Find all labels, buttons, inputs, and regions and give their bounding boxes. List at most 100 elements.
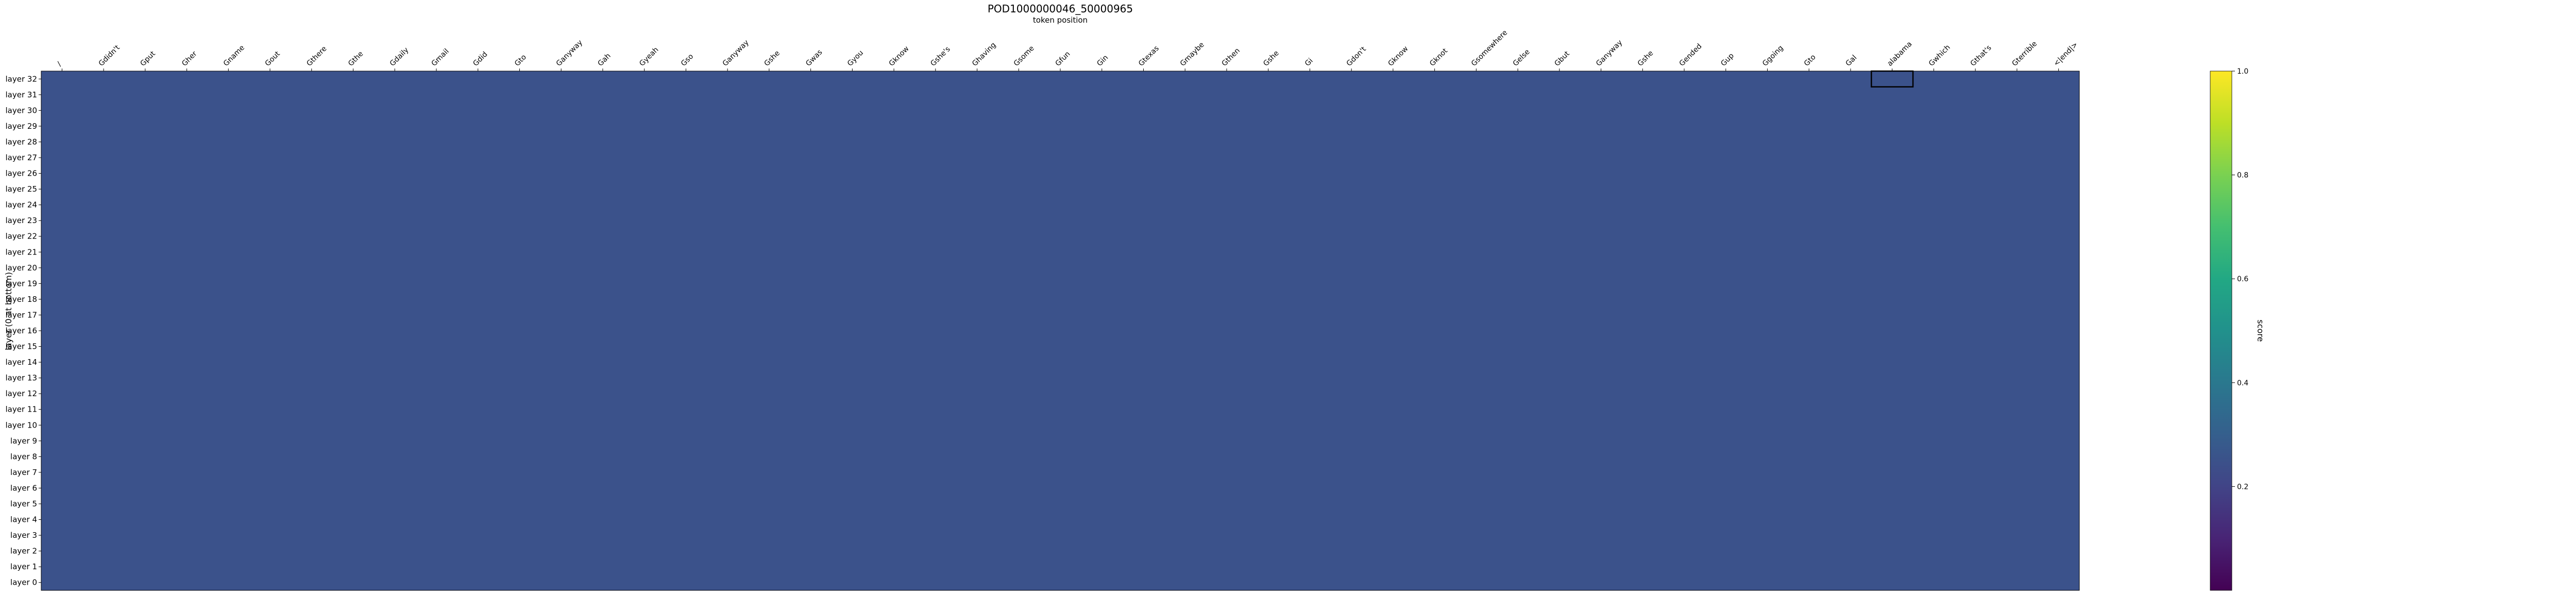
x-tick-label: Gshe — [762, 49, 782, 68]
y-tick-label: layer 2 — [10, 547, 37, 556]
x-tick-label: Gi — [1303, 57, 1315, 68]
x-tick-label: Gah — [596, 52, 612, 67]
y-tick-label: layer 22 — [6, 232, 38, 241]
y-tick-label: layer 0 — [10, 578, 37, 587]
y-tick-label: layer 15 — [6, 342, 38, 351]
y-axis-label: layer (0 at bottom) — [4, 272, 13, 350]
x-tick-label: Ghaving — [971, 41, 998, 68]
x-tick-label: Gso — [680, 53, 695, 68]
y-tick-label: layer 12 — [6, 389, 38, 398]
x-tick-label: Gthat's — [1969, 44, 1993, 68]
x-tick-label: Gyeah — [638, 46, 660, 68]
y-tick-label: layer 9 — [10, 436, 37, 446]
plot-frame — [41, 71, 2080, 591]
colorbar-tick-label: 1.0 — [2237, 67, 2248, 76]
x-tick-label: Gknow — [1386, 45, 1410, 68]
y-tick-label: layer 13 — [6, 373, 38, 383]
x-tick-label: Gher — [180, 49, 199, 68]
y-tick-label: layer 1 — [10, 562, 37, 571]
x-tick-label: Gbut — [1553, 49, 1571, 68]
x-tick-label: alabama — [1886, 40, 1913, 68]
x-tick-label: Gthere — [305, 45, 328, 68]
x-tick-label: Gal — [1844, 54, 1858, 68]
colorbar-ticks: 0.2 0.4 0.6 0.8 1.0 — [2232, 67, 2248, 491]
y-tick-label: layer 3 — [10, 531, 37, 540]
y-tick-label: layer 11 — [6, 405, 38, 414]
y-tick-label: layer 23 — [6, 216, 38, 225]
y-tick-label: layer 16 — [6, 326, 38, 335]
x-tick-label: Gmaybe — [1179, 41, 1206, 68]
y-tick-label: layer 6 — [10, 483, 37, 492]
x-tick-label: Ggoing — [1761, 44, 1785, 68]
y-tick-label: layer 24 — [6, 200, 38, 210]
heatmap-cells — [41, 70, 2080, 591]
colorbar-label: score — [2256, 320, 2265, 342]
x-tick-label: Gyou — [846, 49, 865, 68]
x-tick-label: Gknot — [1428, 47, 1449, 68]
y-tick-label: layer 31 — [6, 90, 38, 99]
x-tick-label: Gout — [264, 49, 282, 68]
y-tick-label: layer 19 — [6, 279, 38, 288]
x-tick-label: Gshe — [1636, 49, 1655, 68]
x-tick-label: Gto — [513, 53, 528, 68]
y-tick-label: layer 5 — [10, 499, 37, 508]
x-tick-label: Gdid — [471, 50, 489, 68]
x-tick-label: Gdon't — [1345, 45, 1368, 68]
x-tick-label: Gwhich — [1927, 43, 1952, 68]
x-tick-label: Gdidn't — [97, 43, 122, 68]
y-tick-label: layer 10 — [6, 420, 38, 430]
colorbar-gradient — [2210, 71, 2232, 591]
y-tick-label: layer 27 — [6, 153, 38, 162]
x-tick-label: Gwas — [804, 48, 824, 68]
y-tick-label: layer 17 — [6, 310, 38, 319]
y-tick-label: layer 26 — [6, 169, 38, 178]
colorbar-tick-label: 0.2 — [2237, 483, 2248, 491]
x-tick-label: Gknow — [888, 45, 911, 68]
x-tick-label: Gup — [1719, 52, 1736, 68]
colorbar: 0.2 0.4 0.6 0.8 1.0 score — [2210, 67, 2265, 591]
heatmap-background — [41, 71, 2079, 590]
x-tick-label: Gto — [1803, 53, 1818, 68]
x-tick-label: / — [56, 60, 63, 68]
x-tick-label: Gshe — [1262, 49, 1281, 68]
x-tick-label: Gname — [222, 44, 246, 68]
x-tick-label: Gtexas — [1137, 44, 1161, 68]
x-tick-label: Gdaily — [388, 46, 411, 68]
x-tick-label: Gfun — [1054, 50, 1072, 68]
x-tick-label: <|end|> — [2052, 41, 2079, 68]
y-tick-label: layer 30 — [6, 106, 38, 115]
y-tick-label: layer 4 — [10, 515, 37, 524]
x-tick-label: Ganyway — [1595, 39, 1624, 68]
x-tick-label: Gput — [139, 49, 157, 68]
colorbar-tick-label: 0.8 — [2237, 172, 2248, 180]
x-tick-label: Ganyway — [555, 39, 584, 68]
colorbar-tick-label: 0.6 — [2237, 275, 2248, 283]
y-tick-label: layer 28 — [6, 137, 38, 146]
y-tick-label: layer 18 — [6, 295, 38, 304]
x-tick-labels: / Gdidn't Gput Gher Gname Gout Gthere Gthe Gdail… — [56, 28, 2079, 71]
x-tick-label: Gthen — [1220, 46, 1242, 68]
y-tick-label: layer 14 — [6, 358, 38, 367]
x-tick-label: Ganyway — [721, 39, 751, 68]
colorbar-tick-label: 0.4 — [2237, 379, 2248, 387]
highlighted-cell — [1871, 70, 1914, 88]
y-tick-label: layer 7 — [10, 468, 37, 477]
x-tick-label: Gshe's — [929, 45, 952, 67]
y-tick-label: layer 25 — [6, 184, 38, 194]
x-tick-label: Gterrible — [2010, 40, 2039, 68]
x-tick-label: Gended — [1678, 42, 1704, 68]
x-tick-label: Gsome — [1012, 44, 1036, 68]
x-axis-label: token position — [1033, 15, 1088, 25]
y-tick-label: layer 20 — [6, 263, 38, 273]
x-tick-label: Gmail — [430, 47, 450, 68]
x-tick-label: Gthe — [347, 50, 365, 68]
y-tick-labels: layer 32 layer 31 layer 30 layer 29 layer 28… — [6, 74, 41, 587]
x-tick-label: Gsomewhere — [1470, 28, 1509, 67]
x-tick-label: Gelse — [1512, 48, 1532, 68]
y-tick-label: layer 8 — [10, 452, 37, 461]
y-tick-label: layer 21 — [6, 247, 38, 257]
y-tick-label: layer 32 — [6, 74, 38, 83]
chart-title: POD1000000046_50000965 — [988, 3, 1133, 15]
x-tick-label: Gin — [1095, 54, 1110, 68]
